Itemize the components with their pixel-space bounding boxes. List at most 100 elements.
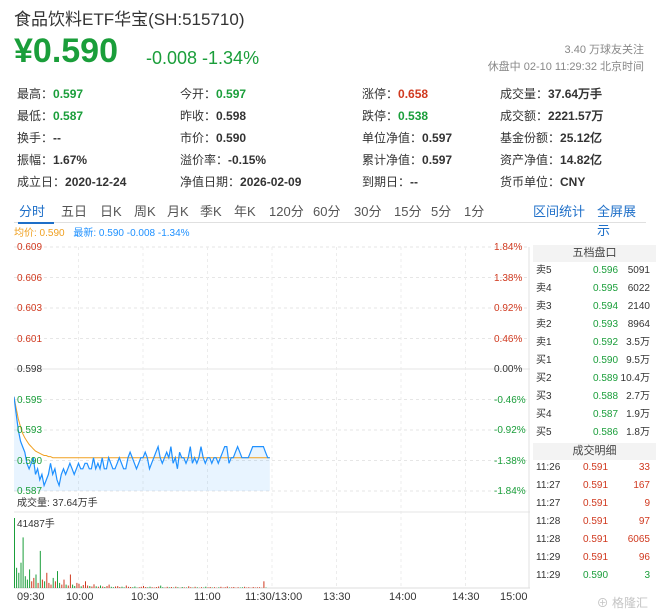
volume-bar xyxy=(246,587,248,588)
y-tick-left: 0.609 xyxy=(17,242,43,253)
trade-row: 11:26 0.591 33 xyxy=(533,459,656,477)
quote-value: 0.587 xyxy=(53,109,84,123)
orderbook-row: 买1 0.590 9.5万 xyxy=(533,352,656,370)
trade-volume: 97 xyxy=(638,516,650,527)
orderbook-row: 买5 0.586 1.8万 xyxy=(533,424,656,442)
quote-value: 0.597 xyxy=(422,131,453,145)
active-tab-indicator xyxy=(18,222,54,224)
orderbook-volume: 10.4万 xyxy=(620,373,650,384)
volume-bar xyxy=(130,587,132,588)
quote-label: 市价： xyxy=(180,131,217,145)
tab-8[interactable]: 60分 xyxy=(313,204,341,219)
quote-item: 昨收：0.598 xyxy=(180,107,246,124)
tab-7[interactable]: 120分 xyxy=(269,204,304,219)
tab-2[interactable]: 日K xyxy=(100,204,122,219)
orderbook-row: 买3 0.588 2.7万 xyxy=(533,388,656,406)
y-tick-left: 0.593 xyxy=(17,425,43,436)
volume-bar xyxy=(162,587,164,588)
orderbook-row: 卖1 0.592 3.5万 xyxy=(533,334,656,352)
intraday-chart[interactable] xyxy=(14,240,530,610)
y-tick-right: 1.38% xyxy=(494,272,523,284)
volume-bar xyxy=(181,587,183,588)
volume-bar xyxy=(153,587,155,588)
volume-bar xyxy=(140,586,142,588)
volume-bar xyxy=(85,581,86,588)
quote-value: -0.15% xyxy=(228,153,267,167)
tab-4[interactable]: 月K xyxy=(167,204,189,219)
watermark-text: 格隆汇 xyxy=(611,596,648,610)
volume-bar xyxy=(224,587,226,588)
volume-bar xyxy=(151,587,153,588)
orderbook-row: 买2 0.589 10.4万 xyxy=(533,370,656,388)
tab-6[interactable]: 年K xyxy=(234,204,256,219)
volume-bar xyxy=(123,587,125,588)
market-status: 休盘中 02-10 11:29:32 北京时间 xyxy=(487,61,644,73)
price-change: -0.008 -1.34% xyxy=(146,48,260,68)
quote-label: 今开： xyxy=(180,87,217,101)
volume-bar xyxy=(259,587,261,588)
trade-row: 11:27 0.591 9 xyxy=(533,495,656,513)
volume-bar xyxy=(160,585,162,588)
orderbook-row: 卖5 0.596 5091 xyxy=(533,262,656,280)
orderbook-label: 买4 xyxy=(536,409,552,420)
volume-bar xyxy=(241,587,243,588)
tab-0[interactable]: 分时 xyxy=(19,204,46,219)
volume-bar xyxy=(72,584,74,588)
volume-bar xyxy=(237,587,239,588)
x-tick: 14:00 xyxy=(389,591,417,603)
y-tick-right: -0.46% xyxy=(494,394,526,406)
quote-label: 振幅： xyxy=(17,153,54,167)
volume-bar xyxy=(239,587,241,588)
interval-stats-link[interactable]: 区间统计 xyxy=(533,204,586,219)
quote-item: 到期日：-- xyxy=(362,173,418,190)
tab-9[interactable]: 30分 xyxy=(354,204,382,219)
follower-count[interactable]: 3.40 万球友关注 xyxy=(564,44,644,56)
orderbook-volume: 1.9万 xyxy=(626,409,650,420)
volume-bar xyxy=(175,586,177,588)
quote-label: 成立日： xyxy=(17,175,66,189)
tab-1[interactable]: 五日 xyxy=(61,204,88,219)
volume-bar xyxy=(46,572,48,588)
trade-volume: 3 xyxy=(644,570,650,581)
quote-value: -- xyxy=(410,175,419,189)
tab-11[interactable]: 5分 xyxy=(431,204,452,219)
tab-10[interactable]: 15分 xyxy=(394,204,422,219)
orderbook-price: 0.595 xyxy=(593,283,619,294)
orderbook-price: 0.586 xyxy=(593,427,619,438)
fullscreen-link[interactable]: 全屏展示 xyxy=(597,204,637,238)
volume-bar xyxy=(59,582,61,588)
quote-item: 涨停：0.658 xyxy=(362,85,428,102)
trade-time: 11:28 xyxy=(536,534,561,545)
volume-bar xyxy=(93,584,95,588)
quote-label: 溢价率： xyxy=(180,153,229,167)
volume-bar xyxy=(104,587,106,588)
x-tick: 15:00 xyxy=(500,591,528,603)
tab-5[interactable]: 季K xyxy=(200,204,222,219)
orderbook-label: 卖4 xyxy=(536,283,552,294)
trade-time: 11:28 xyxy=(536,516,561,527)
trade-price: 0.591 xyxy=(583,552,609,563)
avg-price-line xyxy=(14,396,270,459)
orderbook-volume: 9.5万 xyxy=(626,355,650,366)
tab-12[interactable]: 1分 xyxy=(464,204,485,219)
orderbook-volume: 5091 xyxy=(627,265,650,276)
volume-bar xyxy=(207,587,209,588)
trade-row: 11:28 0.591 97 xyxy=(533,513,656,531)
volume-bar xyxy=(177,587,179,588)
quote-item: 溢价率：-0.15% xyxy=(180,151,266,168)
tab-3[interactable]: 周K xyxy=(134,204,156,219)
volume-bar xyxy=(214,587,215,588)
trade-time: 11:29 xyxy=(536,552,561,563)
volume-bar xyxy=(74,586,76,588)
trade-price: 0.591 xyxy=(583,498,609,509)
y-tick-left: 0.587 xyxy=(17,486,43,497)
volume-bar xyxy=(149,586,151,588)
orderbook-price: 0.590 xyxy=(593,355,619,366)
volume-bar xyxy=(106,586,108,588)
trade-price: 0.591 xyxy=(583,534,609,545)
volume-bar xyxy=(188,586,190,588)
volume-bar xyxy=(164,587,166,588)
volume-bar xyxy=(41,579,43,588)
orderbook-price: 0.594 xyxy=(593,301,619,312)
trade-price: 0.590 xyxy=(583,570,609,581)
